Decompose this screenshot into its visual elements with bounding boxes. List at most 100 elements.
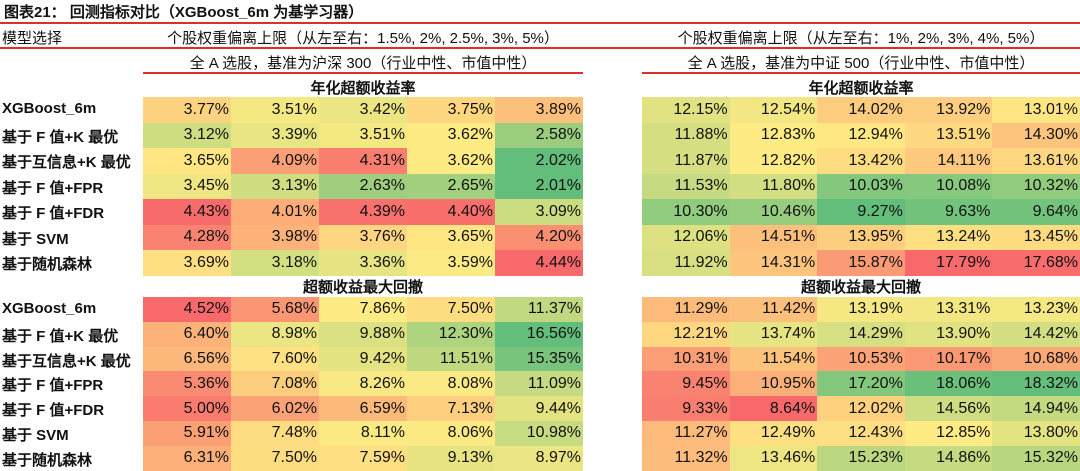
table-cell: 4.09% bbox=[231, 148, 319, 174]
table-cell: 3.45% bbox=[143, 173, 231, 199]
table-cell: 10.31% bbox=[642, 346, 730, 372]
table-cell: 14.42% bbox=[992, 321, 1080, 347]
table-cell: 7.08% bbox=[231, 371, 319, 397]
table-cell: 10.95% bbox=[729, 371, 818, 397]
table-cell: 13.01% bbox=[992, 97, 1080, 123]
table-cell: 13.45% bbox=[992, 224, 1080, 250]
table-cell: 3.12% bbox=[143, 122, 231, 148]
table-cell: 16.56% bbox=[495, 321, 583, 347]
table-cell: 3.62% bbox=[407, 122, 495, 148]
table-cell: 17.68% bbox=[992, 250, 1080, 276]
table-cell: 15.23% bbox=[817, 445, 905, 471]
table-cell: 9.44% bbox=[495, 396, 583, 421]
row-label: XGBoost_6m bbox=[2, 100, 97, 117]
table-cell: 5.36% bbox=[143, 371, 231, 397]
table-cell: 6.59% bbox=[319, 396, 407, 421]
rule bbox=[143, 72, 583, 74]
table-cell: 3.69% bbox=[143, 250, 231, 276]
right-heatmap-section-1: 11.29% 11.42% 13.19% 13.31% 13.23% 12.21% 13.7… bbox=[642, 297, 1080, 471]
table-cell: 11.92% bbox=[642, 250, 730, 276]
row-label: 基于 F 值+FDR bbox=[2, 205, 105, 222]
row-label: XGBoost_6m bbox=[2, 300, 97, 317]
table-cell: 6.31% bbox=[143, 445, 231, 471]
table-cell: 7.48% bbox=[231, 420, 319, 446]
table-cell: 9.42% bbox=[319, 346, 407, 372]
table-cell: 4.43% bbox=[143, 199, 231, 225]
table-cell: 9.88% bbox=[319, 321, 407, 347]
table-cell: 14.86% bbox=[904, 445, 993, 471]
rule bbox=[0, 47, 1080, 49]
table-cell: 11.42% bbox=[729, 297, 818, 322]
table-cell: 3.62% bbox=[407, 148, 495, 174]
table-cell: 2.63% bbox=[319, 173, 407, 199]
table-cell: 11.29% bbox=[642, 297, 730, 322]
model-header: 模型选择 bbox=[2, 30, 63, 47]
table-cell: 13.74% bbox=[729, 321, 818, 347]
table-cell: 6.40% bbox=[143, 321, 231, 347]
table-cell: 11.54% bbox=[729, 346, 818, 372]
table-cell: 13.42% bbox=[817, 148, 905, 174]
table-cell: 3.77% bbox=[143, 97, 231, 123]
table-cell: 11.37% bbox=[495, 297, 583, 322]
table-cell: 13.90% bbox=[904, 321, 993, 347]
table-cell: 10.32% bbox=[992, 173, 1080, 199]
table-cell: 11.53% bbox=[642, 173, 730, 199]
table-cell: 3.76% bbox=[319, 224, 407, 250]
table-cell: 6.02% bbox=[231, 396, 319, 421]
table-cell: 13.80% bbox=[992, 420, 1080, 446]
row-label: 基于 F 值+K 最优 bbox=[2, 327, 119, 345]
table-cell: 3.98% bbox=[231, 224, 319, 250]
table-cell: 12.43% bbox=[817, 420, 905, 446]
table-cell: 14.56% bbox=[904, 396, 993, 421]
table-cell: 10.08% bbox=[904, 173, 993, 199]
table-cell: 13.24% bbox=[904, 224, 993, 250]
table-cell: 14.30% bbox=[992, 122, 1080, 148]
table-cell: 3.13% bbox=[231, 173, 319, 199]
table-cell: 4.31% bbox=[319, 148, 407, 174]
table-cell: 12.15% bbox=[642, 97, 730, 123]
table-cell: 13.51% bbox=[904, 122, 993, 148]
table-cell: 14.94% bbox=[992, 396, 1080, 421]
table-cell: 9.64% bbox=[992, 199, 1080, 225]
table-cell: 4.28% bbox=[143, 224, 231, 250]
table-cell: 11.80% bbox=[729, 173, 818, 199]
table-cell: 9.63% bbox=[904, 199, 993, 225]
table-cell: 9.13% bbox=[407, 445, 495, 471]
table-cell: 4.52% bbox=[143, 297, 231, 322]
table-cell: 14.31% bbox=[729, 250, 818, 276]
table-cell: 13.95% bbox=[817, 224, 905, 250]
table-cell: 2.58% bbox=[495, 122, 583, 148]
table-cell: 5.00% bbox=[143, 396, 231, 421]
table-cell: 13.61% bbox=[992, 148, 1080, 174]
table-cell: 15.87% bbox=[817, 250, 905, 276]
left-limit-header: 个股权重偏离上限（从左至右：1.5%, 2%, 2.5%, 3%, 5%） bbox=[167, 30, 559, 47]
table-cell: 12.21% bbox=[642, 321, 730, 347]
table-cell: 3.18% bbox=[231, 250, 319, 276]
row-label: 基于随机森林 bbox=[2, 451, 93, 469]
table-cell: 3.42% bbox=[319, 97, 407, 123]
table-cell: 9.27% bbox=[817, 199, 905, 225]
table-cell: 7.86% bbox=[319, 297, 407, 322]
table-cell: 11.27% bbox=[642, 420, 730, 446]
section-title: 超额收益最大回撤 bbox=[800, 279, 921, 296]
table-cell: 8.97% bbox=[495, 445, 583, 471]
table-cell: 14.51% bbox=[729, 224, 818, 250]
right-limit-header: 个股权重偏离上限（从左至右：1%, 2%, 3%, 4%, 5%） bbox=[677, 30, 1045, 47]
table-cell: 7.13% bbox=[407, 396, 495, 421]
table-cell: 6.56% bbox=[143, 346, 231, 372]
table-cell: 5.91% bbox=[143, 420, 231, 446]
table-cell: 3.09% bbox=[495, 199, 583, 225]
table-cell: 13.23% bbox=[992, 297, 1080, 322]
table-cell: 12.49% bbox=[729, 420, 818, 446]
row-label: 基于随机森林 bbox=[2, 256, 93, 273]
rule bbox=[642, 72, 1080, 74]
table-cell: 4.39% bbox=[319, 199, 407, 225]
table-cell: 3.89% bbox=[495, 97, 583, 123]
table-cell: 14.02% bbox=[817, 97, 905, 123]
table-cell: 11.09% bbox=[495, 371, 583, 397]
table-cell: 9.45% bbox=[642, 371, 730, 397]
row-label: 基于互信息+K 最优 bbox=[2, 352, 131, 370]
row-label: 基于 SVM bbox=[2, 230, 69, 248]
table-cell: 11.51% bbox=[407, 346, 495, 372]
section-title: 年化超额收益率 bbox=[310, 80, 416, 97]
